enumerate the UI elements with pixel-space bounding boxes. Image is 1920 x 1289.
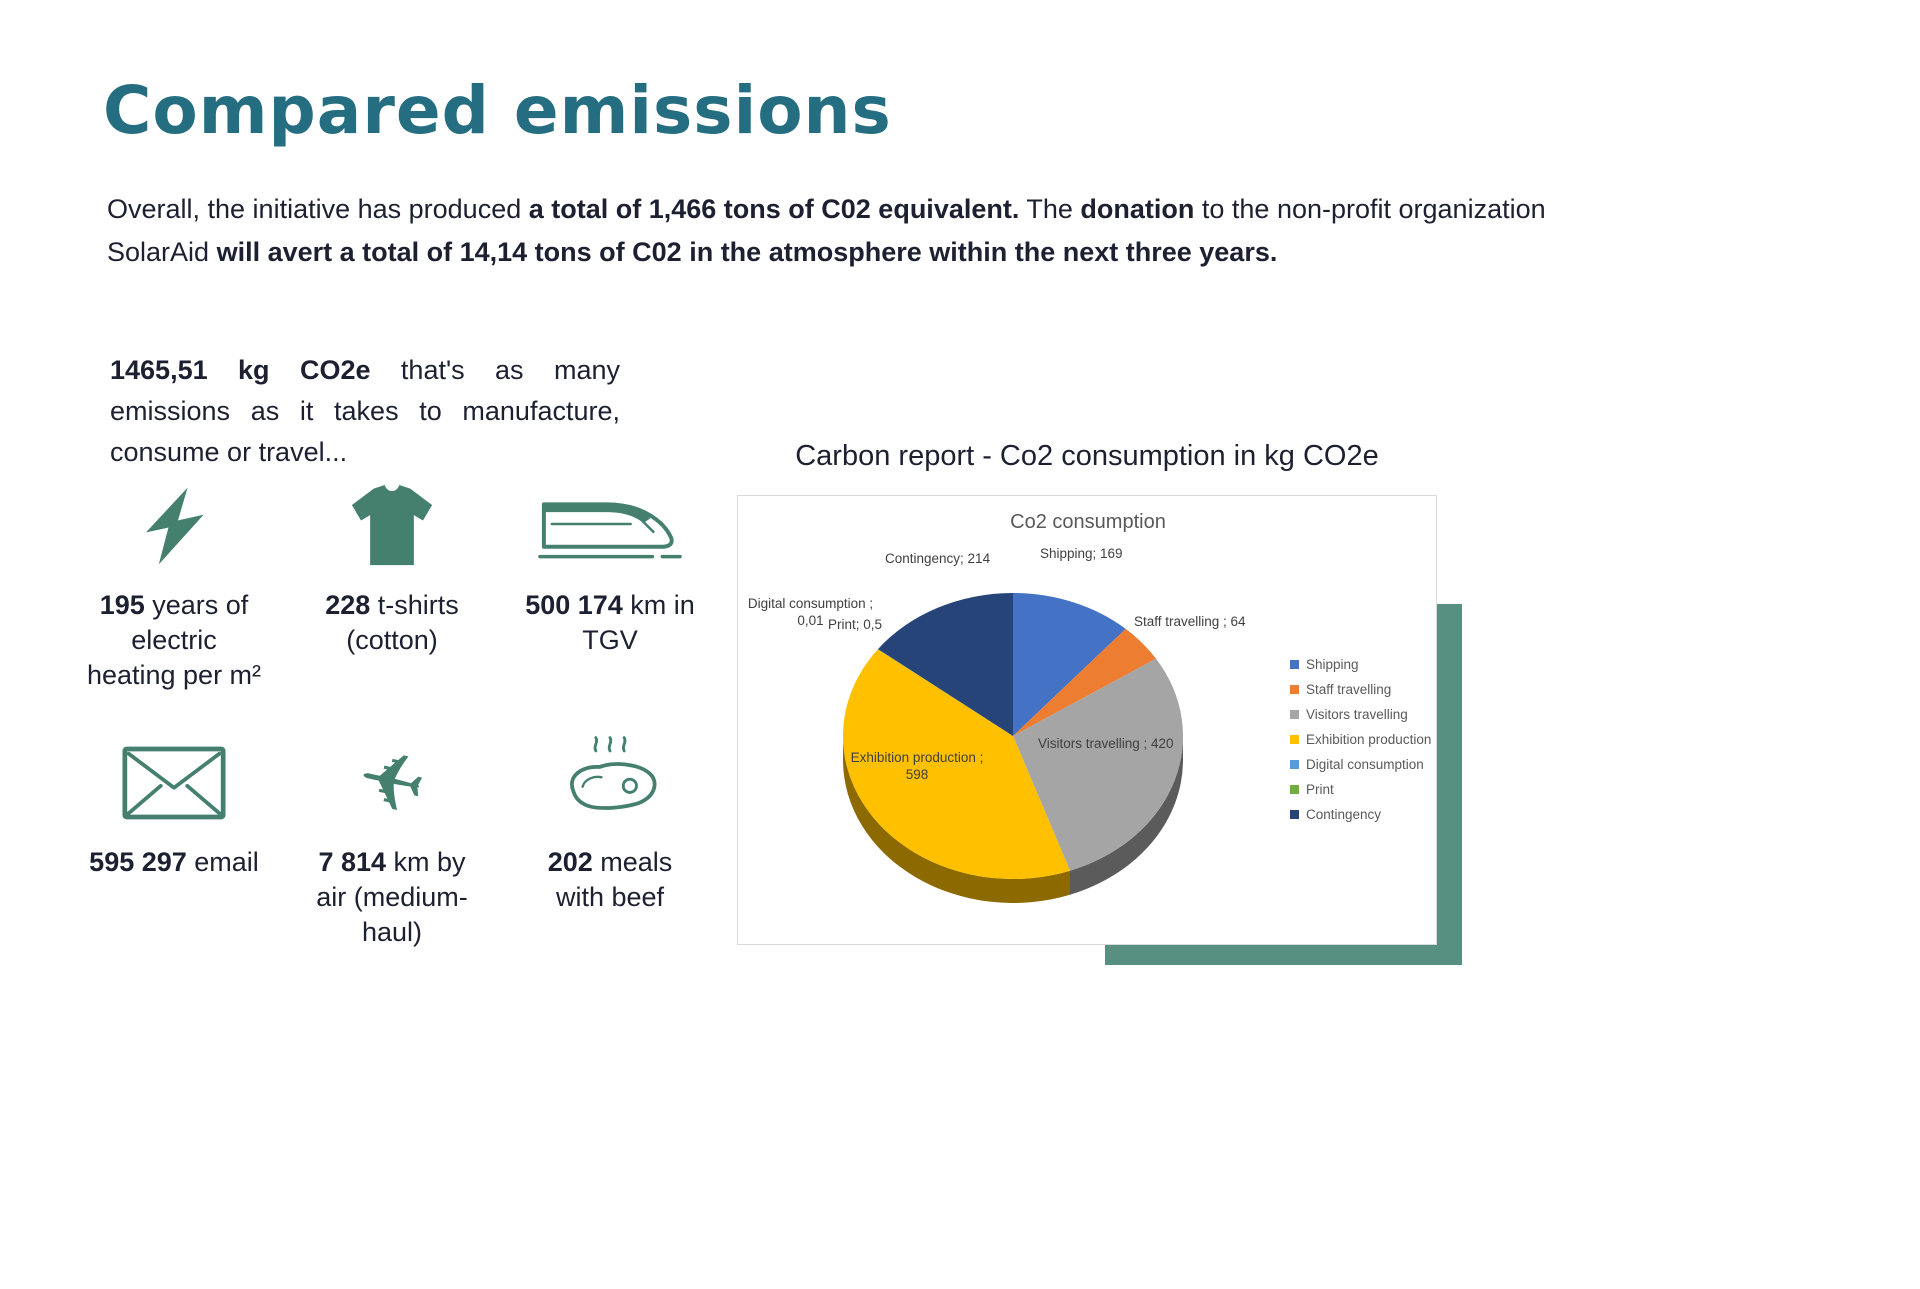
equivalent-item-email: 595 297 email <box>84 735 264 950</box>
equivalence-lead: 1465,51 kg CO2e that's as many emissions… <box>110 350 620 473</box>
equivalent-caption: 195 years of electric heating per m² <box>84 588 264 693</box>
equivalents-grid: 195 years of electric heating per m² 228… <box>84 478 724 951</box>
legend-item-print: Print <box>1290 777 1431 802</box>
intro-text-1: Overall, the initiative has produced <box>107 194 529 224</box>
plane-icon: ✈ <box>350 732 435 834</box>
chart-legend: Shipping Staff travelling Visitors trave… <box>1290 652 1431 827</box>
equivalent-item-air: ✈ 7 814 km by air (medium-haul) <box>302 732 482 950</box>
page-title: Compared emissions <box>103 72 892 149</box>
tshirt-icon <box>346 478 438 574</box>
intro-bold-2: donation <box>1080 194 1195 224</box>
intro-text-3: to the non-profit organization SolarAid <box>107 194 1546 267</box>
equivalent-caption: 7 814 km by air (medium-haul) <box>302 845 482 950</box>
legend-label: Visitors travelling <box>1306 707 1408 722</box>
legend-label: Digital consumption <box>1306 757 1424 772</box>
legend-label: Shipping <box>1306 657 1359 672</box>
chart-section-heading: Carbon report - Co2 consumption in kg CO… <box>795 440 1379 472</box>
legend-label: Print <box>1306 782 1334 797</box>
equivalent-label: km in TGV <box>582 590 695 656</box>
train-icon <box>536 478 684 574</box>
legend-swatch <box>1290 810 1299 819</box>
equivalent-caption: 228 t-shirts (cotton) <box>302 588 482 658</box>
chart-title: Co2 consumption <box>1010 511 1166 533</box>
steak-icon <box>558 735 662 831</box>
equivalent-label: t-shirts (cotton) <box>346 590 459 656</box>
legend-item-contingency: Contingency <box>1290 802 1431 827</box>
legend-item-visitors-travelling: Visitors travelling <box>1290 702 1431 727</box>
equivalent-label: meals with beef <box>555 847 673 913</box>
equivalent-item-tshirts: 228 t-shirts (cotton) <box>302 478 482 693</box>
chart-card: Co2 consumption Contingency; 214 Shippin… <box>737 495 1437 945</box>
legend-swatch <box>1290 660 1299 669</box>
pie-label-print: Print; 0,5 <box>828 617 883 632</box>
pie-label-contingency: Contingency; 214 <box>885 551 991 566</box>
equivalent-caption: 500 174 km in TGV <box>520 588 700 658</box>
legend-swatch <box>1290 710 1299 719</box>
equivalent-caption: 202 meals with beef <box>520 845 700 915</box>
equivalent-label: km by air (medium-haul) <box>316 847 468 948</box>
equivalent-value: 7 814 <box>318 847 387 878</box>
legend-item-digital-consumption: Digital consumption <box>1290 752 1431 777</box>
legend-label: Staff travelling <box>1306 682 1392 697</box>
equivalent-value: 228 <box>325 590 371 620</box>
pie-label-visitors: Visitors travelling ; 420 <box>1038 736 1174 751</box>
legend-item-shipping: Shipping <box>1290 652 1431 677</box>
legend-swatch <box>1290 685 1299 694</box>
legend-swatch <box>1290 760 1299 769</box>
equivalent-label: email <box>186 847 259 878</box>
pie-chart <box>843 593 1183 903</box>
legend-swatch <box>1290 785 1299 794</box>
intro-text-2: The <box>1019 194 1081 224</box>
legend-label: Contingency <box>1306 807 1382 822</box>
intro-bold-3: will avert a total of 14,14 tons of C02 … <box>216 236 1278 267</box>
intro-bold-1: a total of 1,466 tons of C02 equivalent. <box>528 194 1020 224</box>
equivalent-value: 500 174 <box>525 590 623 620</box>
pie-label-staff: Staff travelling ; 64 <box>1134 614 1246 629</box>
envelope-icon <box>122 735 226 831</box>
lightning-icon <box>138 478 210 574</box>
equivalent-item-beef: 202 meals with beef <box>520 735 700 950</box>
pie-label-digital: Digital consumption ; 0,01 <box>747 596 874 628</box>
equivalent-value: 595 297 <box>89 847 187 878</box>
equivalent-value: 195 <box>99 590 145 620</box>
pie-label-exhibition: Exhibition production ; 598 <box>850 750 984 782</box>
pie-label-shipping: Shipping; 169 <box>1040 546 1123 561</box>
lead-value: 1465,51 kg CO2e <box>110 355 371 385</box>
equivalent-value: 202 <box>547 847 593 878</box>
equivalent-label: years of electric heating per m² <box>86 590 262 691</box>
equivalent-item-heating: 195 years of electric heating per m² <box>84 478 264 693</box>
lead-text: that's as many emissions as it takes to … <box>110 355 620 468</box>
legend-item-exhibition-production: Exhibition production <box>1290 727 1431 752</box>
legend-label: Exhibition production <box>1306 732 1432 747</box>
legend-item-staff-travelling: Staff travelling <box>1290 677 1431 702</box>
equivalent-item-train: 500 174 km in TGV <box>520 478 700 693</box>
legend-swatch <box>1290 735 1299 744</box>
equivalent-caption: 595 297 email <box>89 845 259 880</box>
intro-paragraph: Overall, the initiative has produced a t… <box>107 188 1557 273</box>
